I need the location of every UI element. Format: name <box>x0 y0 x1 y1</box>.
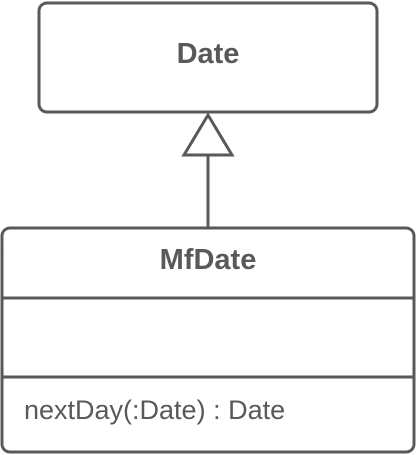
generalization-arrowhead <box>181 112 235 157</box>
class-date[interactable]: Date <box>37 1 379 114</box>
class-mfdate-operations-compartment: nextDay(:Date) : Date <box>24 395 285 425</box>
class-mfdate-name: MfDate <box>160 244 257 276</box>
class-date-box <box>37 1 379 114</box>
class-date-name: Date <box>177 38 240 70</box>
operation-nextday: nextDay(:Date) : Date <box>24 395 285 425</box>
class-mfdate-box <box>0 226 416 454</box>
class-mfdate[interactable]: MfDate nextDay(:Date) : Date <box>0 226 416 454</box>
generalization-arrow <box>181 112 235 228</box>
